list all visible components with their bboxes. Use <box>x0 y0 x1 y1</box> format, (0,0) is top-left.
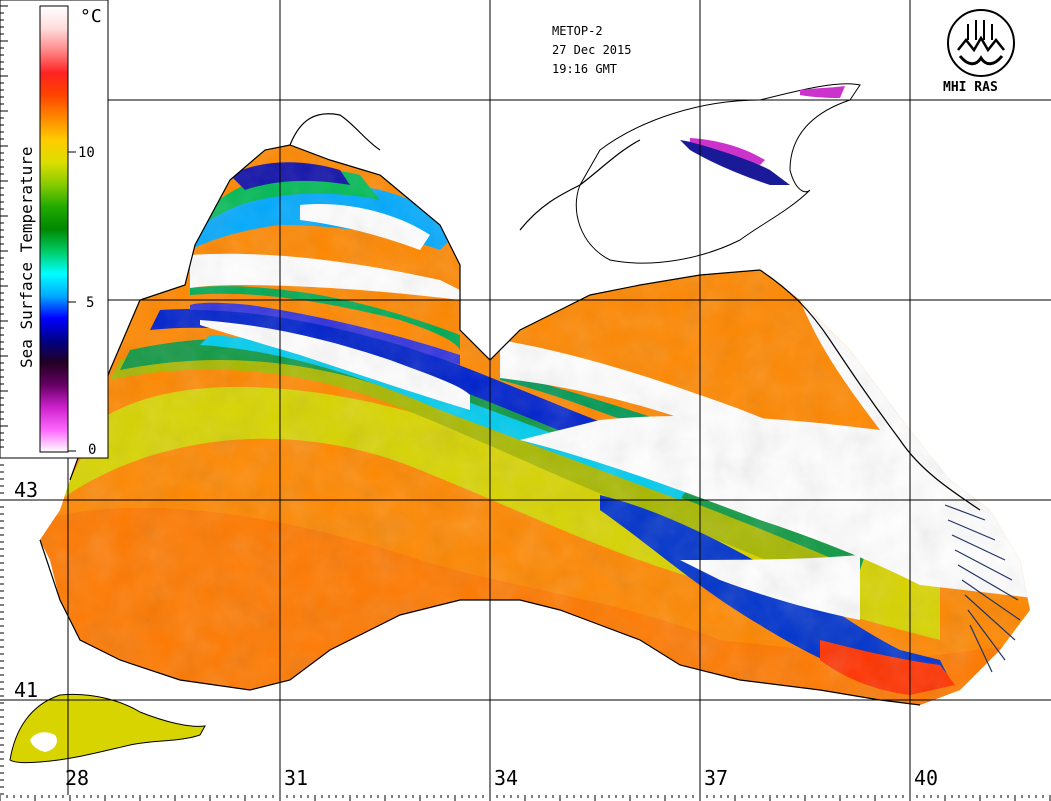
lat-label: 41 <box>14 678 38 702</box>
coastline <box>39 113 981 706</box>
swath-edge-lines <box>944 504 1021 673</box>
lon-label: 31 <box>284 766 308 790</box>
lon-label: 37 <box>704 766 728 790</box>
acquisition-date: 27 Dec 2015 <box>552 43 632 57</box>
colorbar-tick-5: 5 <box>86 295 94 311</box>
organization-label: MHI RAS <box>943 80 998 95</box>
colorbar-title: Sea Surface Temperature <box>17 146 36 368</box>
lon-label: 34 <box>494 766 518 790</box>
satellite-name: METOP-2 <box>552 24 603 38</box>
lon-label: 28 <box>65 766 89 790</box>
azov-sea <box>575 83 861 264</box>
colorbar-tick-0: 0 <box>88 442 96 458</box>
mhi-logo <box>947 9 1015 77</box>
acquisition-time: 19:16 GMT <box>552 62 618 76</box>
colorbar-tick-10: 10 <box>78 145 95 161</box>
colorbar-unit: °C <box>80 6 102 27</box>
lon-label: 40 <box>914 766 938 790</box>
colorbar-gradient <box>39 5 69 453</box>
longitude-labels: 28 31 34 37 40 <box>65 766 938 790</box>
satellite-info: METOP-2 27 Dec 2015 19:16 GMT <box>552 22 631 79</box>
lat-label: 43 <box>14 478 38 502</box>
colorbar: 10 5 0 °C Sea Surface Temperature <box>0 0 109 795</box>
latitude-labels: 43 41 <box>14 478 38 702</box>
marmara-sea <box>9 693 206 764</box>
frame-ticks <box>0 795 1051 801</box>
